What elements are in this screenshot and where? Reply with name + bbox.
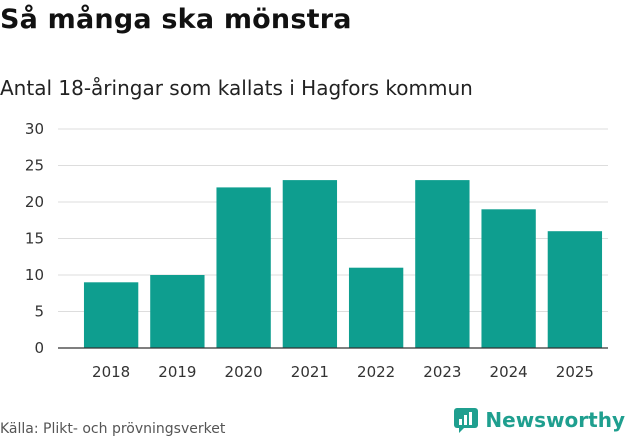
x-tick-label: 2023 <box>423 363 461 381</box>
x-tick-label: 2022 <box>357 363 395 381</box>
y-tick-label: 0 <box>34 339 44 357</box>
newsworthy-logo-icon <box>454 408 479 433</box>
bar <box>83 282 139 348</box>
bar <box>547 231 603 348</box>
x-tick-label: 2025 <box>556 363 594 381</box>
chart-title: Så många ska mönstra <box>0 4 352 35</box>
brand-logo: Newsworthy <box>453 407 625 433</box>
bar <box>415 180 470 348</box>
x-tick-label: 2021 <box>291 363 329 381</box>
y-tick-label: 15 <box>25 230 44 248</box>
source-note: Källa: Plikt- och prövningsverket <box>0 421 226 437</box>
x-tick-label: 2018 <box>92 363 130 381</box>
y-tick-label: 25 <box>25 157 44 175</box>
y-tick-label: 5 <box>34 303 44 321</box>
bar <box>282 180 338 348</box>
y-tick-label: 30 <box>25 120 44 138</box>
brand-name: Newsworthy <box>485 408 625 432</box>
y-tick-label: 20 <box>25 193 44 211</box>
bar <box>150 275 205 348</box>
bar <box>216 187 271 348</box>
y-tick-label: 10 <box>25 266 44 284</box>
bar <box>481 209 536 348</box>
chart-subtitle: Antal 18-åringar som kallats i Hagfors k… <box>0 76 473 100</box>
x-tick-label: 2019 <box>158 363 196 381</box>
bar <box>348 267 404 348</box>
x-tick-label: 2024 <box>490 363 528 381</box>
x-tick-label: 2020 <box>225 363 263 381</box>
